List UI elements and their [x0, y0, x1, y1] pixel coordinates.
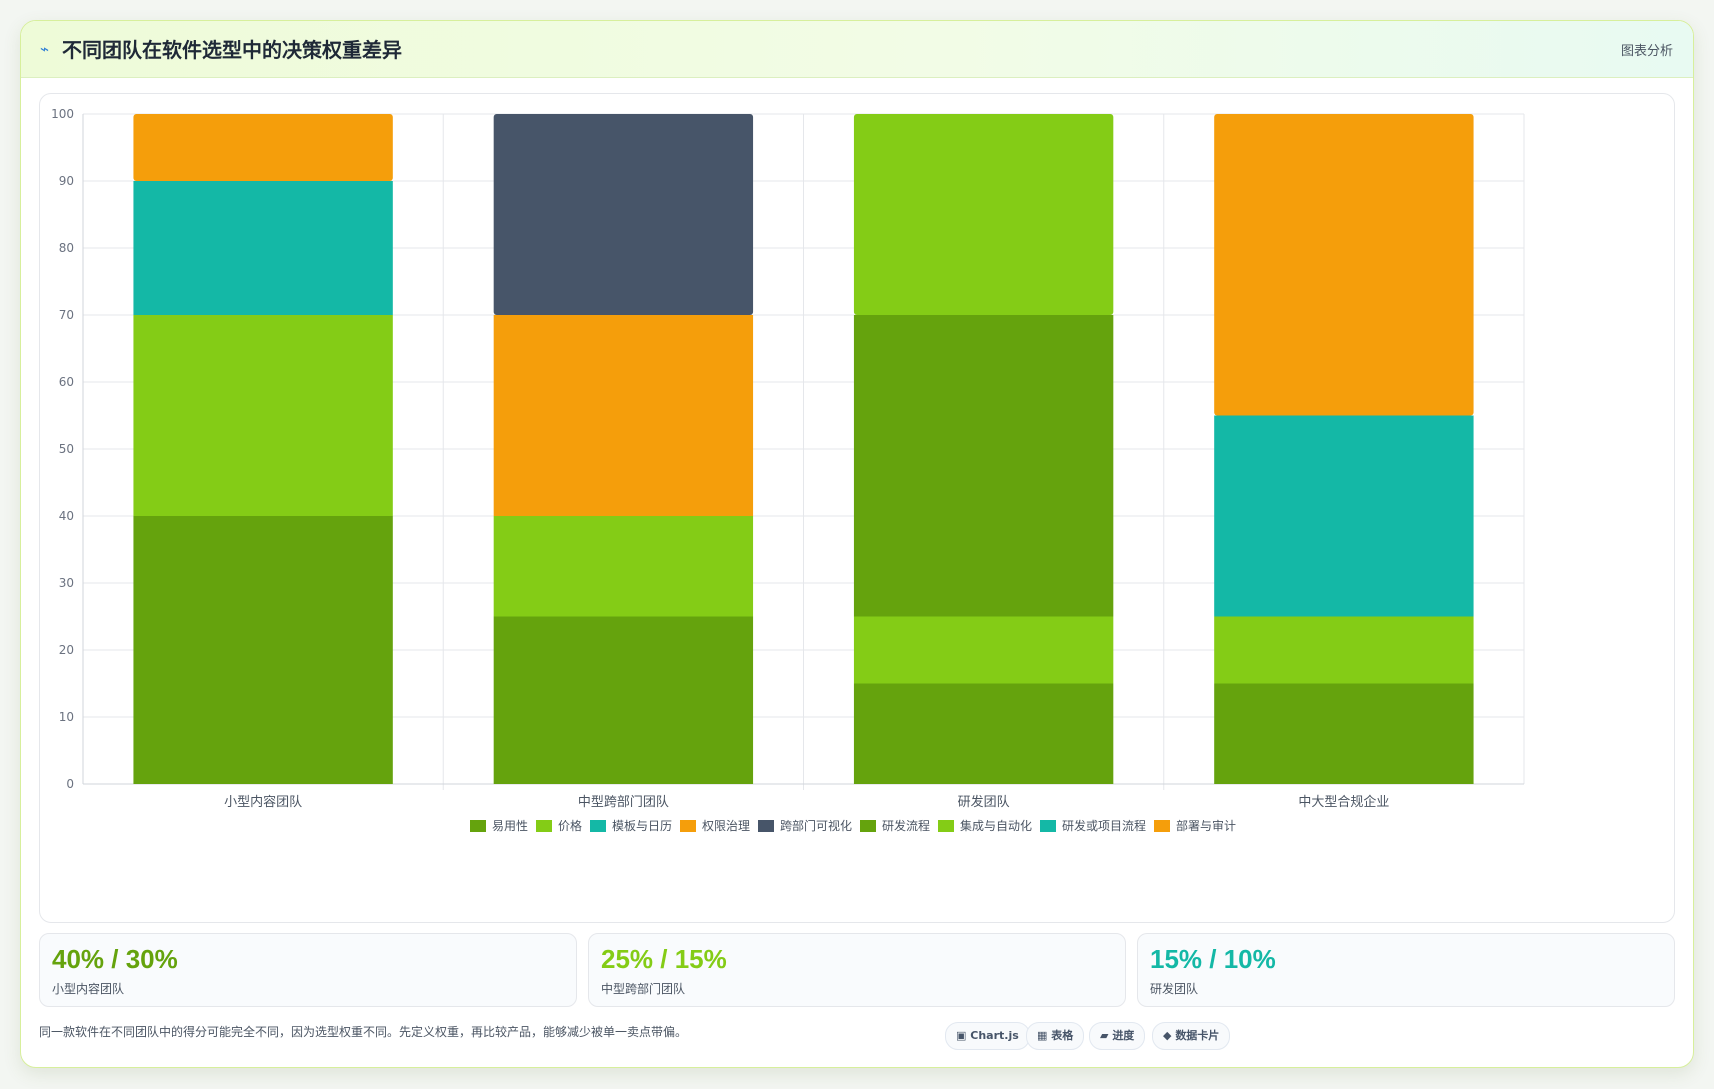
legend-label: 研发或项目流程 — [1062, 818, 1146, 833]
card-header: ⌁ 不同团队在软件选型中的决策权重差异 图表分析 — [21, 21, 1693, 78]
y-tick-label: 10 — [59, 710, 74, 724]
stat-value: 40% / 30% — [52, 944, 178, 974]
bar-segment — [493, 315, 754, 516]
y-tick-label: 70 — [59, 308, 74, 322]
chart-icon: ▣ — [956, 1029, 967, 1042]
legend-swatch — [1154, 820, 1170, 832]
bar-segment — [853, 616, 1114, 684]
chip-label: 表格 — [1051, 1029, 1074, 1042]
x-tick-label: 中型跨部门团队 — [578, 795, 669, 810]
legend-label: 研发流程 — [882, 818, 930, 833]
y-tick-label: 0 — [66, 777, 74, 791]
bar-segment — [133, 114, 393, 181]
bar-segment — [1214, 114, 1474, 416]
card-icon: ◆ — [1163, 1029, 1172, 1042]
chart-card: ⌁ 不同团队在软件选型中的决策权重差异 图表分析 0 10 20 30 40 50 60 70… — [20, 20, 1694, 1068]
page-title: 不同团队在软件选型中的决策权重差异 — [62, 38, 402, 62]
stat-card-small-team: 40% / 30% 小型内容团队 — [39, 933, 577, 1007]
chip-chartjs[interactable]: ▣ Chart.js — [945, 1022, 1030, 1050]
table-icon: ▦ — [1037, 1029, 1048, 1042]
legend-label: 易用性 — [492, 819, 528, 833]
bar-segment — [133, 516, 393, 784]
x-tick-label: 研发团队 — [958, 794, 1010, 810]
bar-segment — [1214, 616, 1474, 684]
chip-data-card[interactable]: ◆ 数据卡片 — [1152, 1022, 1231, 1050]
stat-label: 小型内容团队 — [52, 982, 125, 996]
bar-segment — [853, 114, 1114, 315]
bar-segment — [493, 616, 754, 784]
bar-segment — [493, 516, 754, 617]
chip-label: Chart.js — [970, 1029, 1019, 1042]
stat-card-mid-team: 25% / 15% 中型跨部门团队 — [588, 933, 1126, 1007]
legend-label: 权限治理 — [702, 819, 750, 833]
legend-label: 跨部门可视化 — [780, 818, 852, 833]
y-tick-label: 100 — [51, 107, 74, 121]
y-tick-label: 60 — [59, 375, 74, 389]
bar-segment — [853, 683, 1114, 784]
bar-segment — [1214, 683, 1474, 784]
legend-swatch — [860, 820, 876, 832]
stacked-bar-chart: 0 10 20 30 40 50 60 70 80 90 100 小型内容团队 中型跨部门团队 研发团队 中… — [51, 107, 1525, 833]
legend-label: 集成与自动化 — [960, 818, 1032, 833]
chart-analysis-link[interactable]: 图表分析 — [1620, 44, 1673, 59]
chip-label: 进度 — [1112, 1029, 1135, 1042]
x-tick-label: 中大型合规企业 — [1298, 794, 1389, 810]
x-tick-label: 小型内容团队 — [224, 794, 302, 810]
footer-note: 同一款软件在不同团队中的得分可能完全不同，因为选型权重不同。先定义权重，再比较产… — [39, 1025, 688, 1039]
legend-swatch — [590, 820, 606, 832]
y-tick-label: 90 — [59, 174, 74, 188]
legend-swatch — [938, 820, 954, 832]
stat-value: 15% / 10% — [1150, 944, 1276, 974]
legend-swatch — [470, 820, 486, 832]
y-tick-label: 50 — [59, 442, 74, 456]
chart-panel: 0 10 20 30 40 50 60 70 80 90 100 小型内容团队 中型跨部门团队 研发团队 中… — [39, 93, 1675, 923]
bar-segment — [1214, 415, 1474, 617]
chip-progress[interactable]: ▰ 进度 — [1089, 1022, 1146, 1050]
bar-segment — [133, 315, 393, 516]
chip-table[interactable]: ▦ 表格 — [1026, 1022, 1085, 1050]
legend-swatch — [758, 820, 774, 832]
legend-swatch — [536, 820, 552, 832]
stat-label: 中型跨部门团队 — [601, 982, 686, 996]
chip-label: 数据卡片 — [1175, 1029, 1220, 1042]
stat-card-rd-team: 15% / 10% 研发团队 — [1137, 933, 1675, 1007]
bar-segment — [853, 315, 1114, 617]
legend-swatch — [1040, 820, 1056, 832]
y-tick-label: 20 — [59, 643, 74, 657]
legend-swatch — [680, 820, 696, 832]
trend-icon: ⌁ — [40, 40, 50, 58]
stat-value: 25% / 15% — [601, 944, 727, 974]
stat-label: 研发团队 — [1150, 982, 1199, 996]
legend-label: 价格 — [558, 818, 582, 833]
bar-segment — [493, 114, 754, 315]
y-tick-label: 80 — [59, 241, 74, 255]
bar-segment — [133, 181, 393, 315]
progress-icon: ▰ — [1100, 1029, 1109, 1042]
y-tick-label: 40 — [59, 509, 74, 523]
legend-label: 部署与审计 — [1176, 818, 1236, 833]
legend-label: 模板与日历 — [612, 819, 672, 833]
y-tick-label: 30 — [59, 576, 74, 590]
